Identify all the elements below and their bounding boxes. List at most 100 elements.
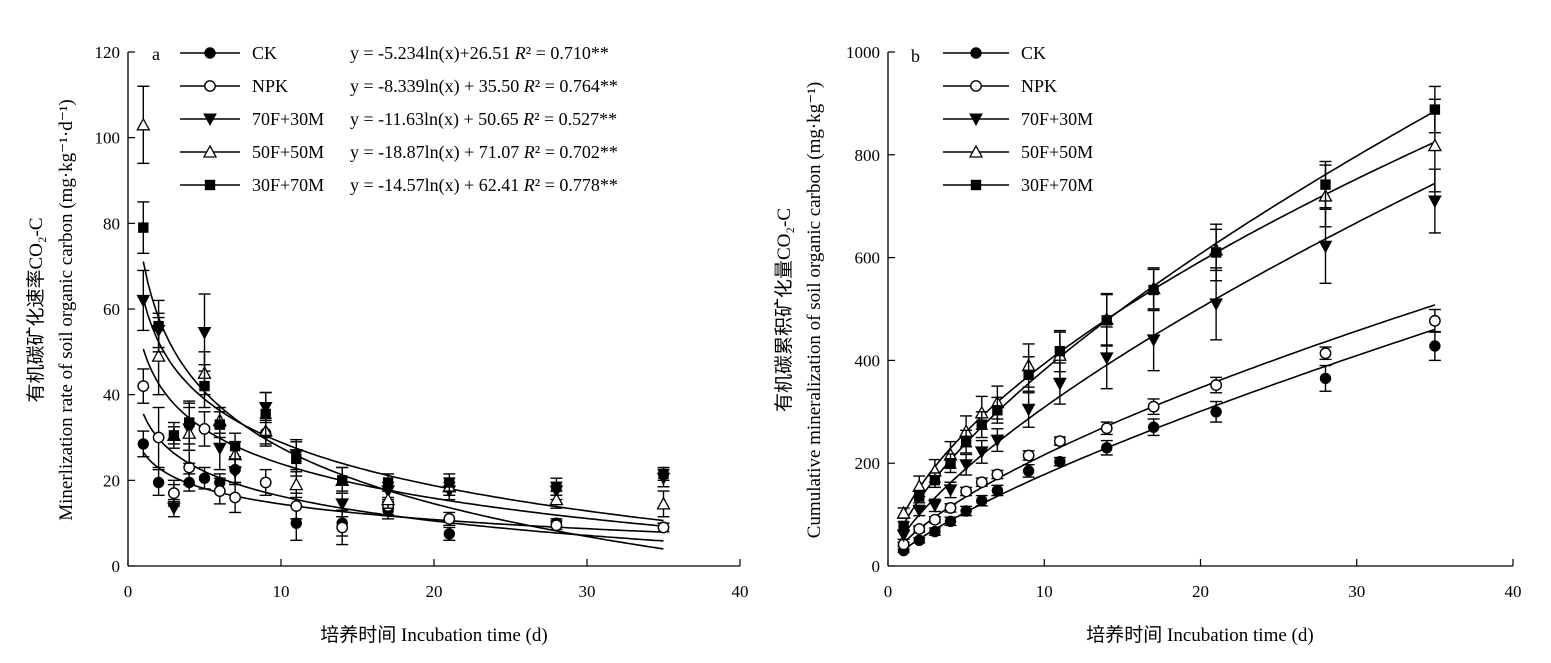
fit-curve-npk xyxy=(903,304,1436,544)
panel-b: 0 200 400 600 800 1000 0 10 20 30 40 培养时间 Incubatio… xyxy=(773,43,1522,646)
data-point xyxy=(153,320,164,332)
data-point xyxy=(290,500,303,512)
legend: CK NPK 70F+30M 50F+50M 30F+70M xyxy=(943,43,1093,195)
fit-curve-ck xyxy=(903,328,1436,551)
x-tick-label: 20 xyxy=(426,582,443,601)
legend-label: 30F+70M xyxy=(1021,175,1093,195)
data-point xyxy=(1148,284,1159,296)
y-tick-label: 40 xyxy=(103,386,120,405)
legend-marker xyxy=(202,144,218,158)
y-tick-label: 20 xyxy=(103,471,120,490)
fit-curve-50f-50m xyxy=(902,141,1436,515)
data-point xyxy=(945,458,956,469)
data-point xyxy=(1428,195,1442,209)
legend-marker xyxy=(970,179,982,191)
legend-label: CK xyxy=(1021,43,1046,63)
data-point xyxy=(1054,345,1066,357)
data-point xyxy=(152,431,165,444)
data-point xyxy=(260,408,271,420)
data-point xyxy=(1319,372,1332,385)
x-tick-label: 0 xyxy=(124,582,133,601)
data-point xyxy=(382,477,394,488)
data-point xyxy=(992,405,1003,416)
data-point xyxy=(990,434,1005,448)
legend-marker xyxy=(204,80,216,92)
y-axis-title-cn: 有机碳累积矿化量CO₂-C xyxy=(773,208,795,412)
data-point xyxy=(549,492,564,506)
data-point xyxy=(138,222,149,233)
data-point xyxy=(136,117,151,131)
data-point xyxy=(289,477,304,491)
data-point xyxy=(198,423,211,435)
panel-label: b xyxy=(911,46,920,66)
data-point xyxy=(291,453,302,465)
data-point xyxy=(929,474,941,486)
x-tick-label: 40 xyxy=(1505,582,1522,601)
data-point xyxy=(944,502,957,514)
y-tick-label: 80 xyxy=(103,214,120,233)
data-point xyxy=(1429,104,1441,115)
legend-marker xyxy=(204,47,216,59)
data-point xyxy=(136,294,151,308)
data-point xyxy=(137,438,150,450)
y-axis-title-cn: 有机碳矿化速率CO₂-C xyxy=(25,217,47,402)
data-point xyxy=(657,521,670,534)
x-tick-label: 10 xyxy=(1036,582,1053,601)
data-point xyxy=(199,380,210,392)
data-point xyxy=(443,512,456,525)
legend-label: 30F+70M xyxy=(252,175,324,195)
y-axis-title: Minerlization rate of soil organic carbo… xyxy=(56,99,77,521)
data-point xyxy=(213,485,226,497)
data-point xyxy=(337,475,348,486)
data-point xyxy=(1210,379,1223,391)
legend-label: NPK xyxy=(1021,76,1057,96)
data-point xyxy=(1210,247,1222,258)
data-point xyxy=(1101,442,1113,454)
y-axis-title: Cumulative mineralization of soil organi… xyxy=(804,82,825,538)
y-tick-label: 60 xyxy=(103,300,120,319)
fit-curve-30f-70m xyxy=(142,298,664,522)
data-point xyxy=(168,430,180,441)
data-point xyxy=(1427,138,1442,152)
x-tick-label: 20 xyxy=(1192,582,1209,601)
data-point xyxy=(1023,369,1034,380)
legend-label: NPK xyxy=(252,76,288,96)
series-30f-70m xyxy=(137,201,670,497)
y-tick-label: 400 xyxy=(855,351,881,370)
data-point xyxy=(259,476,272,489)
data-point xyxy=(991,468,1004,481)
data-point xyxy=(929,525,941,538)
data-point xyxy=(1210,406,1222,418)
data-point xyxy=(943,484,958,497)
data-point xyxy=(914,491,925,502)
legend-label: CK xyxy=(252,43,277,63)
data-point xyxy=(960,485,973,498)
data-point xyxy=(197,327,212,340)
data-point xyxy=(1319,347,1332,360)
data-point xyxy=(167,487,180,500)
data-point xyxy=(959,459,973,472)
data-point xyxy=(1099,352,1114,365)
data-point xyxy=(913,523,926,535)
y-tick-label: 600 xyxy=(855,249,881,268)
data-point xyxy=(444,477,455,488)
x-tick-label: 0 xyxy=(884,582,893,601)
data-point xyxy=(1320,179,1331,190)
y-tick-label: 1000 xyxy=(846,43,880,62)
legend-marker xyxy=(970,80,982,92)
x-axis-title: 培养时间 Incubation time (d) xyxy=(1086,624,1313,646)
data-point xyxy=(229,440,241,452)
series-50f-50m xyxy=(896,98,1442,519)
data-point xyxy=(1318,240,1333,254)
panel-a: 0 20 40 60 80 100 120 0 10 20 30 40 培养时间 Incubation … xyxy=(25,43,749,646)
legend-marker xyxy=(970,47,982,59)
data-point xyxy=(656,496,671,510)
data-point xyxy=(975,476,988,489)
data-point xyxy=(229,491,242,504)
data-point xyxy=(381,492,396,506)
data-point xyxy=(550,519,563,532)
x-tick-label: 30 xyxy=(579,582,596,601)
x-axis-title: 培养时间 Incubation time (d) xyxy=(320,624,547,646)
data-point xyxy=(928,499,942,513)
